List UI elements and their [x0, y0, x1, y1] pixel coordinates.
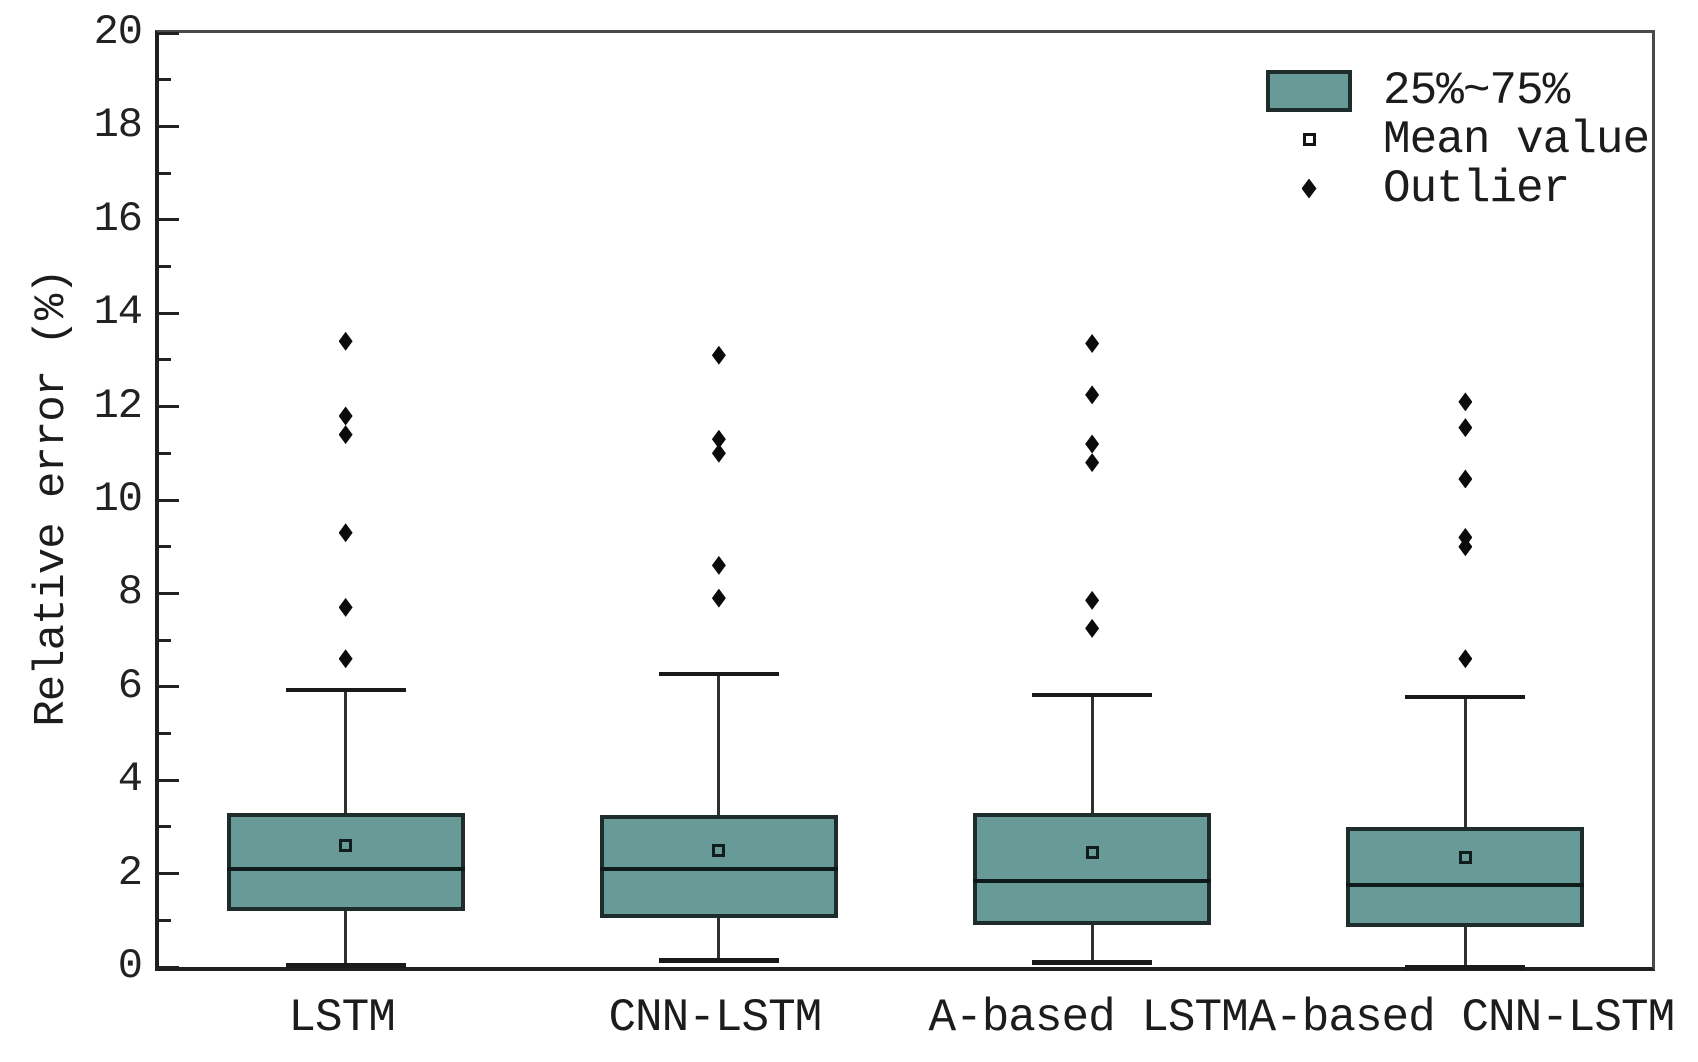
legend-label-outlier: Outlier [1383, 162, 1570, 215]
whisker-cap-min [1032, 960, 1153, 966]
median-line [226, 866, 465, 871]
y-minor-tick [159, 171, 171, 175]
outlier-point [1085, 334, 1100, 354]
outlier-point [1458, 469, 1473, 489]
iqr-box-CNN-LSTM [599, 815, 838, 918]
y-minor-tick [159, 265, 171, 268]
outlier-point [1458, 418, 1473, 438]
iqr-box-LSTM [226, 812, 465, 911]
whisker-cap-min [1405, 965, 1526, 970]
y-minor-tick [159, 918, 171, 922]
mean-marker [339, 839, 353, 853]
outlier-point [1085, 453, 1100, 473]
iqr-box-A-based CNN-LSTM [1346, 826, 1585, 928]
mean-marker [1085, 846, 1099, 860]
y-tick-label: 0 [117, 942, 143, 990]
y-major-tick [159, 965, 179, 969]
outlier-point [338, 523, 353, 543]
median-line [973, 878, 1212, 883]
x-category-label: A-based CNN-LSTM [1248, 992, 1676, 1044]
outlier-point [338, 406, 353, 426]
whisker-cap-min [658, 957, 779, 963]
y-minor-tick [159, 358, 171, 362]
outlier-point [711, 443, 726, 463]
legend: 25%~75% Mean value Outlier [1253, 64, 1650, 215]
outlier-point [711, 429, 726, 449]
legend-label-iqr: 25%~75% [1383, 64, 1570, 117]
outlier-point [1458, 649, 1473, 669]
x-category-label: CNN-LSTM [608, 992, 822, 1044]
legend-item-outlier: Outlier [1253, 162, 1649, 215]
y-major-tick [159, 498, 179, 502]
iqr-box-A-based LSTM [973, 812, 1212, 925]
outlier-point [711, 588, 726, 608]
outlier-point [338, 425, 353, 445]
x-category-label: A-based LSTM [928, 992, 1248, 1044]
y-major-tick [159, 778, 179, 782]
outlier-point [338, 597, 353, 617]
legend-label-mean: Mean value [1383, 113, 1650, 166]
outlier-point [1085, 590, 1100, 610]
y-tick-label: 16 [93, 194, 143, 243]
legend-item-mean: Mean value [1253, 113, 1650, 166]
x-category-label: LSTM [288, 992, 395, 1044]
whisker-cap-max [285, 688, 406, 693]
plot-area [155, 30, 1655, 971]
y-tick-label: 14 [93, 288, 143, 337]
outlier-point [338, 649, 353, 669]
y-major-tick [159, 311, 179, 315]
y-minor-tick [159, 78, 171, 82]
y-minor-tick [159, 451, 171, 455]
y-tick-label: 12 [93, 381, 143, 430]
y-major-tick [159, 872, 179, 876]
whisker-cap-max [1032, 692, 1153, 697]
whisker-cap-min [285, 962, 406, 968]
outlier-point [1085, 434, 1100, 454]
mean-square-icon [1302, 133, 1316, 146]
median-line [1346, 883, 1585, 888]
whisker-cap-max [1405, 695, 1526, 700]
outlier-point [1085, 618, 1100, 638]
y-tick-label: 10 [93, 475, 143, 523]
legend-item-iqr: 25%~75% [1253, 64, 1649, 117]
y-minor-tick [159, 732, 171, 735]
y-minor-tick [159, 825, 171, 829]
mean-marker [712, 843, 726, 857]
y-tick-label: 20 [93, 8, 143, 56]
y-tick-label: 8 [117, 568, 143, 617]
iqr-box-swatch-icon [1266, 69, 1352, 112]
median-line [599, 866, 838, 871]
outlier-point [1458, 392, 1473, 412]
y-major-tick [159, 124, 179, 128]
y-major-tick [159, 685, 179, 689]
mean-marker [1458, 850, 1472, 864]
outlier-point [1085, 385, 1100, 405]
y-tick-label: 6 [117, 661, 143, 710]
y-major-tick [159, 31, 179, 35]
whisker-cap-max [658, 671, 779, 676]
y-tick-label: 18 [93, 101, 143, 150]
outlier-point [1458, 527, 1473, 547]
y-tick-label: 2 [117, 848, 143, 897]
y-minor-tick [159, 545, 171, 549]
y-tick-label: 4 [117, 755, 143, 804]
outlier-point [711, 345, 726, 365]
y-minor-tick [159, 638, 171, 642]
outlier-diamond-icon [1301, 178, 1317, 199]
y-major-tick [159, 218, 179, 222]
outlier-point [711, 555, 726, 575]
y-major-tick [159, 591, 179, 595]
outlier-point [338, 331, 353, 351]
y-major-tick [159, 405, 179, 409]
